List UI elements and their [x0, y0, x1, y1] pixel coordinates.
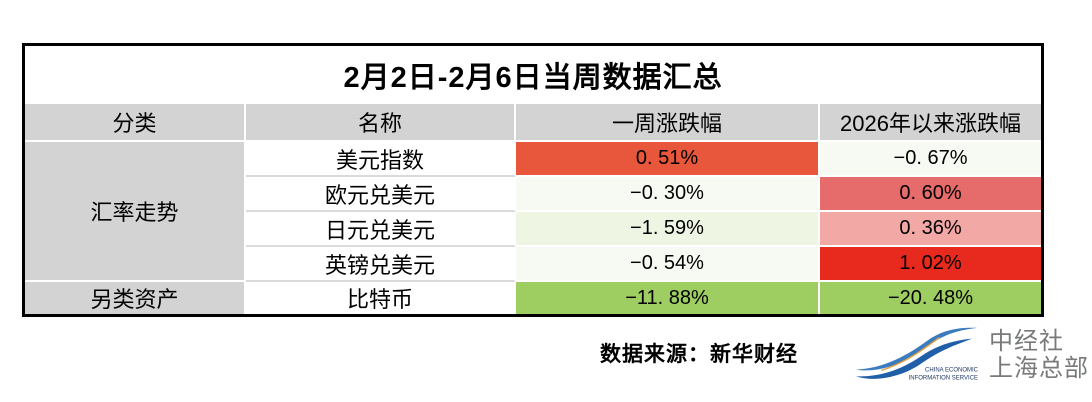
logo-en-line1: CHINA ECONOMIC: [925, 368, 979, 374]
category-cell: 另类资产: [25, 282, 246, 314]
header-category: 分类: [25, 104, 246, 142]
name-cell: 欧元兑美元: [246, 177, 516, 212]
table-title-row: 2月2日-2月6日当周数据汇总: [25, 46, 1042, 104]
data-source-label: 数据来源：新华财经: [600, 343, 798, 366]
ytd-change-cell: −0. 67%: [820, 142, 1042, 177]
table-row: 日元兑美元 −1. 59% 0. 36%: [25, 212, 1042, 247]
ytd-change-cell: 1. 02%: [820, 247, 1042, 282]
week-change-cell: −0. 30%: [516, 177, 820, 212]
week-change-cell: 0. 51%: [516, 142, 820, 177]
header-name: 名称: [246, 104, 516, 142]
week-change-cell: −1. 59%: [516, 212, 820, 247]
name-cell: 美元指数: [246, 142, 516, 177]
week-change-cell: −0. 54%: [516, 247, 820, 282]
logo-cn-line1: 中经社: [989, 328, 1064, 356]
cnservice-logo: CHINA ECONOMIC INFORMATION SERVICE 中经社 上…: [853, 325, 1089, 387]
week-change-cell: −11. 88%: [516, 282, 820, 314]
header-week-change: 一周涨跌幅: [516, 104, 820, 142]
weekly-summary-table: 2月2日-2月6日当周数据汇总 分类 名称 一周涨跌幅 2026年以来涨跌幅 汇…: [22, 43, 1045, 317]
table-row: 汇率走势 美元指数 0. 51% −0. 67%: [25, 142, 1042, 282]
name-cell: 英镑兑美元: [246, 247, 516, 282]
table-row: 另类资产 比特币 −11. 88% −20. 48%: [25, 282, 1042, 314]
page-title: 2月2日-2月6日当周数据汇总: [25, 46, 1042, 104]
logo-swoosh-icon: CHINA ECONOMIC INFORMATION SERVICE: [855, 327, 979, 381]
ytd-change-cell: −20. 48%: [820, 282, 1042, 314]
logo-en-line2: INFORMATION SERVICE: [909, 375, 978, 381]
name-cell: 比特币: [246, 282, 516, 314]
ytd-change-cell: 0. 60%: [820, 177, 1042, 212]
category-cell: 汇率走势: [25, 142, 246, 282]
table-row: 欧元兑美元 −0. 30% 0. 60%: [25, 177, 1042, 212]
logo-cn-line2: 上海总部: [989, 355, 1089, 382]
ytd-change-cell: 0. 36%: [820, 212, 1042, 247]
table-row: 英镑兑美元 −0. 54% 1. 02%: [25, 247, 1042, 282]
table-header-row: 分类 名称 一周涨跌幅 2026年以来涨跌幅: [25, 104, 1042, 142]
name-cell: 日元兑美元: [246, 212, 516, 247]
header-ytd-change: 2026年以来涨跌幅: [820, 104, 1042, 142]
logo-cn-text: 中经社 上海总部: [989, 328, 1089, 383]
